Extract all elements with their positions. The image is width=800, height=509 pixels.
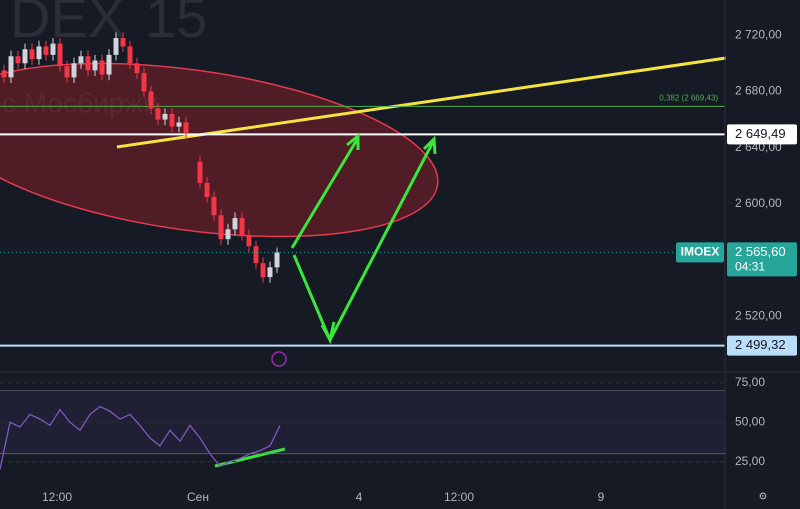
y-tick-label: 2 680,00 xyxy=(735,84,782,98)
marks xyxy=(0,32,725,347)
event-icon xyxy=(271,351,287,367)
candle-body xyxy=(239,218,245,235)
candle-body xyxy=(267,267,273,278)
y-tick-label: 2 600,00 xyxy=(735,196,782,210)
y-tick-label: 2 520,00 xyxy=(735,309,782,323)
candle-body xyxy=(29,49,35,60)
watermark: с Мосбиржи xyxy=(2,87,159,118)
rsi-tick-label: 75,00 xyxy=(735,375,765,389)
candle-body xyxy=(36,46,42,60)
candle-body xyxy=(218,215,224,240)
arrow-head xyxy=(346,132,360,150)
candle-body xyxy=(197,161,203,183)
arrow xyxy=(290,137,360,249)
level-label: 2 499,32 xyxy=(735,337,786,352)
candle-body xyxy=(169,113,175,127)
candle-body xyxy=(211,196,217,216)
candle-body xyxy=(127,46,133,64)
candle-body xyxy=(246,234,252,247)
candle-body xyxy=(183,122,189,134)
candle-body xyxy=(64,66,70,78)
candle-body xyxy=(225,229,231,240)
arrows xyxy=(214,132,437,468)
candle-body xyxy=(253,246,259,264)
candle-body xyxy=(50,43,56,55)
last-price-label: 2 565,60 xyxy=(735,244,786,259)
countdown: 04:31 xyxy=(735,260,765,274)
x-tick-label: 9 xyxy=(598,490,605,504)
candle-body xyxy=(155,108,161,120)
arrow-head xyxy=(422,135,437,155)
candle-body xyxy=(15,56,21,64)
candle-body xyxy=(148,91,154,109)
candle-body xyxy=(134,63,140,74)
candle-body xyxy=(71,63,77,78)
candle-body xyxy=(162,113,168,120)
level-label-box xyxy=(727,335,797,356)
rsi-tick-label: 25,00 xyxy=(735,454,765,468)
candle-body xyxy=(99,60,105,75)
candle-body xyxy=(92,60,98,71)
candle-body xyxy=(176,122,182,127)
candle-body xyxy=(141,73,147,92)
x-tick-label: 4 xyxy=(356,490,363,504)
candle-body xyxy=(274,252,280,268)
rsi-tick-label: 50,00 xyxy=(735,414,765,428)
watermark: 15 xyxy=(145,0,207,49)
y-tick-label: 2 720,00 xyxy=(735,27,782,41)
candle-body xyxy=(106,54,112,75)
candle-body xyxy=(120,37,126,47)
candle-body xyxy=(78,56,84,64)
x-tick-label: Сен xyxy=(187,490,209,504)
fib-label: 0,382 (2 669,43) xyxy=(659,93,718,102)
candle-body xyxy=(8,56,14,78)
candle-body xyxy=(43,46,49,55)
level-label-box xyxy=(727,124,797,145)
candle-body xyxy=(85,56,91,71)
arrow-head xyxy=(320,321,336,345)
x-tick-label: 12:00 xyxy=(42,490,72,504)
rsi-line xyxy=(0,405,281,470)
watermark: DEX xyxy=(10,0,125,49)
candle-body xyxy=(1,70,7,78)
candle-body xyxy=(57,43,63,67)
level-label: 2 649,49 xyxy=(735,126,786,141)
last-price-box xyxy=(727,242,797,277)
symbol-box xyxy=(676,242,724,263)
trend-line xyxy=(116,56,727,149)
settings-icon[interactable]: ⚙ xyxy=(759,492,768,503)
candle-body xyxy=(113,37,119,55)
candle-body xyxy=(232,218,238,230)
x-tick-label: 12:00 xyxy=(444,490,474,504)
candle-body xyxy=(204,182,210,197)
candle-body xyxy=(22,49,28,64)
symbol-label: IMOEX xyxy=(681,245,720,259)
candle-body xyxy=(260,263,266,278)
